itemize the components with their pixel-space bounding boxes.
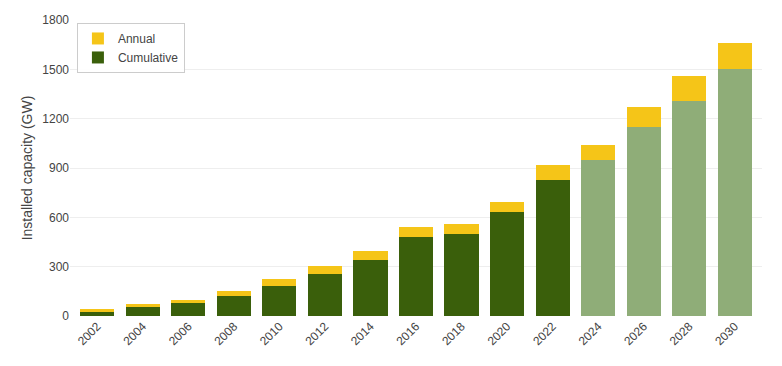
svg-text:2016: 2016 [394,319,423,348]
svg-text:2028: 2028 [667,319,696,348]
svg-text:2030: 2030 [712,319,741,348]
svg-text:2004: 2004 [120,319,149,348]
svg-text:2014: 2014 [348,319,377,348]
svg-text:2026: 2026 [621,319,650,348]
svg-text:600: 600 [49,211,69,225]
svg-text:2008: 2008 [211,319,240,348]
svg-text:2018: 2018 [439,319,468,348]
svg-text:2010: 2010 [257,319,286,348]
svg-text:Cumulative: Cumulative [118,51,178,65]
svg-text:2022: 2022 [530,319,559,348]
svg-text:1200: 1200 [42,112,69,126]
svg-text:2002: 2002 [75,319,104,348]
svg-text:0: 0 [62,309,69,323]
svg-text:1500: 1500 [42,63,69,77]
svg-text:1800: 1800 [42,13,69,27]
svg-text:2024: 2024 [576,319,605,348]
svg-text:300: 300 [49,260,69,274]
svg-text:900: 900 [49,161,69,175]
svg-text:2006: 2006 [166,319,195,348]
svg-text:Installed capacity (GW): Installed capacity (GW) [19,96,35,241]
svg-text:Annual: Annual [118,32,155,46]
svg-text:2020: 2020 [485,319,514,348]
svg-text:2012: 2012 [303,319,332,348]
